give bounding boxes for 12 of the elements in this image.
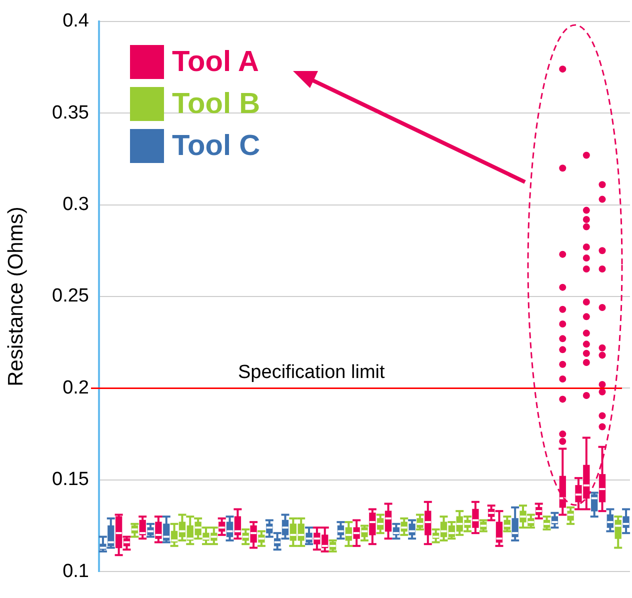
y-tick-label: 0.2 bbox=[62, 377, 89, 398]
ref-line-label: Specification limit bbox=[238, 362, 386, 383]
y-tick-label: 0.15 bbox=[52, 469, 89, 490]
legend-label: Tool B bbox=[172, 88, 260, 120]
legend-label: Tool C bbox=[172, 130, 260, 162]
y-axis-title: Resistance (Ohms) bbox=[4, 206, 28, 386]
y-tick-label: 0.1 bbox=[62, 560, 89, 582]
y-tick-label: 0.25 bbox=[52, 286, 89, 307]
y-tick-label: 0.4 bbox=[62, 10, 90, 32]
y-tick-label: 0.35 bbox=[52, 102, 89, 124]
legend-label: Tool A bbox=[172, 46, 259, 78]
y-tick-label: 0.3 bbox=[62, 194, 89, 216]
